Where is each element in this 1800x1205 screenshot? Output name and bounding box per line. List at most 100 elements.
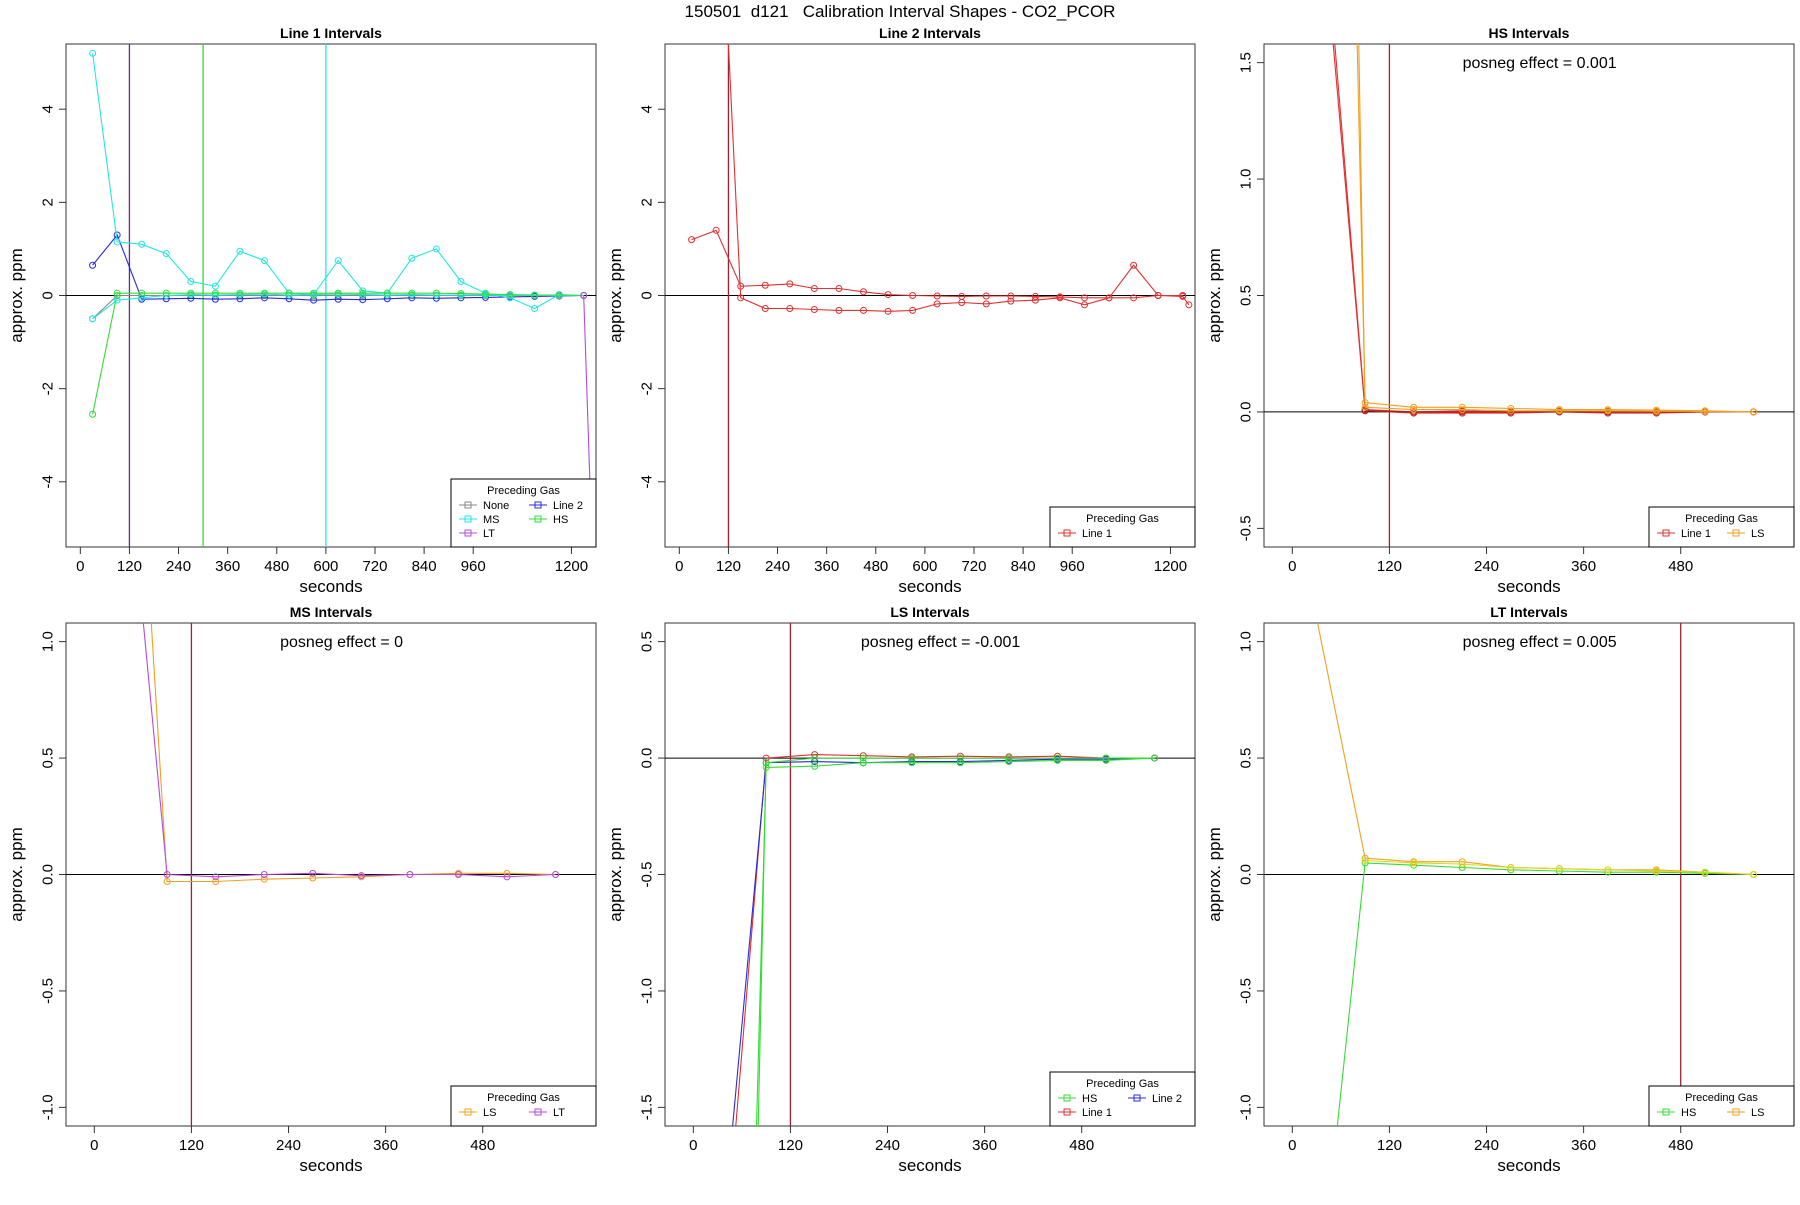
legend-entry-label: LS: [483, 1107, 496, 1119]
series-line: [1358, 44, 1754, 413]
legend-swatch-marker: [1063, 1094, 1071, 1102]
legend-entry-label: Line 2: [1152, 1093, 1182, 1105]
data-point: [1005, 754, 1013, 762]
data-point: [786, 280, 794, 288]
data-point: [236, 289, 244, 297]
data-point: [835, 285, 843, 293]
y-axis-label: approx. ppm: [7, 248, 26, 343]
x-tick-label: 360: [373, 1137, 398, 1154]
data-point: [1151, 754, 1159, 762]
legend-entry-label: HS: [1681, 1107, 1696, 1119]
y-tick-label: 4: [639, 105, 656, 113]
x-axis-label: seconds: [299, 577, 362, 596]
data-point: [187, 278, 195, 286]
data-point: [1361, 403, 1369, 411]
data-point: [89, 410, 97, 418]
x-tick-label: 240: [1474, 1137, 1499, 1154]
data-point: [712, 226, 720, 234]
data-point: [958, 298, 966, 306]
data-point: [359, 289, 367, 297]
legend-box: [450, 1085, 597, 1127]
data-point: [1080, 294, 1088, 302]
data-point: [1410, 403, 1418, 411]
x-tick-label: 120: [117, 558, 142, 575]
data-point: [432, 291, 440, 299]
x-tick-label: 360: [814, 558, 839, 575]
legend-entry-label: HS: [1082, 1093, 1097, 1105]
data-point: [1458, 403, 1466, 411]
legend-title: Preceding Gas: [487, 1092, 560, 1104]
data-point: [383, 291, 391, 299]
annotation: posneg effect = -0.001: [861, 634, 1020, 651]
data-point: [309, 869, 317, 877]
panel-6: LT Intervals 0 120 240 360 480 -1.0 -0.5 0.0 0.5 1…: [1205, 604, 1795, 1175]
data-point: [1604, 868, 1612, 876]
x-tick-label: 0: [689, 1137, 697, 1154]
data-point: [688, 236, 696, 244]
x-tick-label: 480: [863, 558, 888, 575]
series-5: [89, 289, 588, 418]
data-point: [1102, 756, 1110, 764]
y-tick-label: -2: [639, 382, 656, 395]
data-point: [113, 238, 121, 246]
x-tick-label: 240: [765, 558, 790, 575]
x-tick-label: 120: [778, 1137, 803, 1154]
y-tick-label: -0.5: [639, 862, 656, 888]
series-line: [92, 292, 584, 415]
data-point: [89, 315, 97, 323]
data-point: [162, 250, 170, 258]
series-line: [92, 293, 584, 320]
legend-box: [450, 478, 597, 548]
x-axis-label: seconds: [898, 1156, 961, 1175]
y-tick-label: -4: [40, 475, 57, 488]
y-tick-label: -2: [40, 382, 57, 395]
annotation: posneg effect = 0.005: [1463, 634, 1617, 651]
data-point: [859, 306, 867, 314]
legend: Preceding Gas None Line 2 MS HS LT: [450, 478, 597, 548]
series-line: [583, 295, 591, 482]
x-tick-label: 360: [215, 558, 240, 575]
series-5: [1358, 44, 1758, 416]
panel-title: LS Intervals: [890, 604, 970, 620]
legend-entry-label: MS: [483, 514, 500, 526]
x-tick-label: 720: [961, 558, 986, 575]
data-point: [260, 871, 268, 878]
legend-swatch-marker: [534, 515, 542, 523]
data-point: [1604, 866, 1612, 874]
data-point: [432, 245, 440, 253]
legend-entry-label: LS: [1751, 528, 1764, 540]
data-point: [1458, 408, 1466, 416]
data-point: [1555, 407, 1563, 415]
data-point: [1410, 406, 1418, 414]
data-point: [1555, 867, 1563, 875]
series-line: [1334, 44, 1754, 413]
x-tick-label: 480: [470, 1137, 495, 1154]
y-tick-label: 0.0: [639, 748, 656, 769]
y-tick-label: 1.0: [1238, 169, 1255, 190]
data-point: [1053, 754, 1061, 762]
data-point: [810, 285, 818, 293]
data-point: [211, 282, 219, 290]
series-line: [150, 623, 556, 883]
figure-title: 150501 d121 Calibration Interval Shapes …: [684, 2, 1116, 21]
x-tick-label: 120: [1377, 558, 1402, 575]
x-tick-label: 0: [675, 558, 683, 575]
data-point: [1458, 860, 1466, 868]
y-tick-label: 1.0: [40, 631, 57, 652]
legend-swatch-marker: [1063, 1108, 1071, 1116]
data-point: [859, 759, 867, 767]
data-point: [1652, 867, 1660, 875]
data-point: [310, 289, 318, 297]
legend-title: Preceding Gas: [1086, 1078, 1159, 1090]
data-point: [811, 754, 819, 762]
data-point: [383, 289, 391, 297]
x-tick-label: 600: [313, 558, 338, 575]
x-tick-label: 600: [912, 558, 937, 575]
plot-frame: [664, 622, 1196, 1127]
data-point: [1507, 407, 1515, 415]
data-point: [212, 877, 220, 885]
y-tick-label: -1.5: [639, 1094, 656, 1120]
series-line: [142, 623, 556, 878]
data-point: [1507, 864, 1515, 872]
